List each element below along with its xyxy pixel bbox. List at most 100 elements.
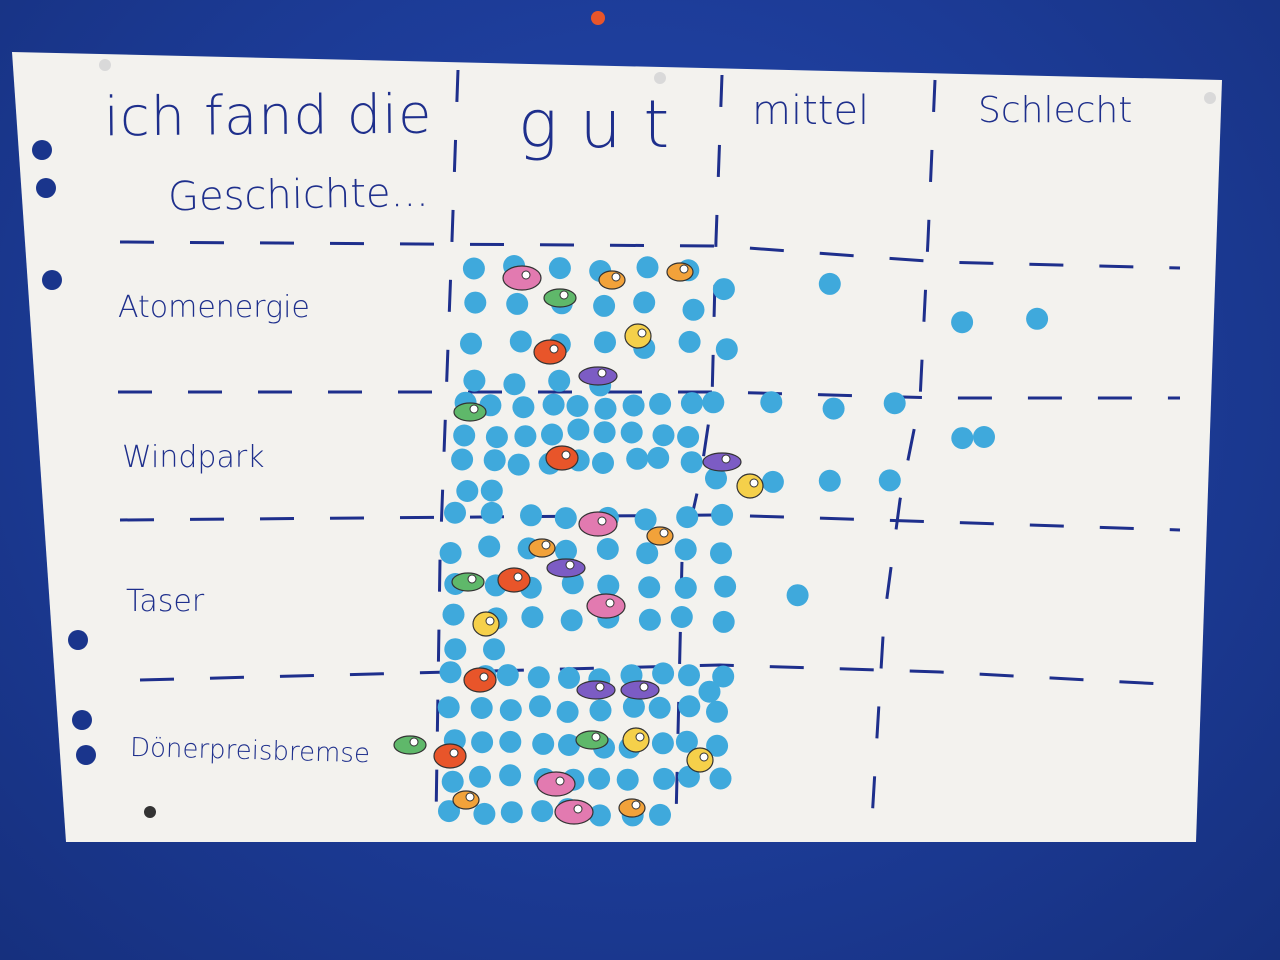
vote-dot bbox=[818, 272, 841, 295]
column-separators bbox=[434, 69, 937, 821]
vote-dot bbox=[554, 507, 577, 530]
vote-dot bbox=[760, 391, 783, 414]
vote-dot bbox=[698, 680, 721, 703]
vote-dot bbox=[714, 575, 737, 598]
vote-dot bbox=[677, 426, 700, 448]
space-sticker bbox=[575, 730, 609, 750]
space-sticker bbox=[543, 288, 577, 308]
vote-dot bbox=[588, 767, 611, 790]
vote-dot bbox=[593, 294, 616, 317]
space-sticker bbox=[624, 323, 652, 349]
row-label-doenerpreisbremse: Dönerpreisbremse bbox=[129, 732, 371, 770]
row-separators bbox=[118, 240, 1181, 687]
vote-dot bbox=[589, 699, 612, 722]
vote-dot bbox=[636, 542, 659, 565]
vote-dot bbox=[597, 574, 620, 597]
vote-dot bbox=[786, 584, 809, 607]
space-sticker bbox=[393, 735, 427, 755]
vote-dot bbox=[471, 731, 494, 754]
vote-dot bbox=[680, 392, 703, 415]
vote-dot bbox=[512, 396, 535, 419]
vote-dot bbox=[702, 391, 725, 414]
space-sticker bbox=[620, 680, 660, 700]
vote-dot bbox=[464, 291, 487, 314]
space-sticker bbox=[736, 473, 764, 499]
space-stickers bbox=[393, 262, 764, 825]
vote-dot bbox=[878, 469, 901, 492]
space-sticker bbox=[646, 526, 674, 546]
space-sticker bbox=[528, 538, 556, 558]
space-sticker bbox=[452, 790, 480, 810]
vote-dot bbox=[439, 661, 462, 684]
space-sticker bbox=[554, 799, 594, 825]
vote-dot bbox=[822, 397, 845, 420]
vote-dot bbox=[439, 542, 462, 564]
space-sticker bbox=[463, 667, 497, 693]
poster-paper bbox=[12, 52, 1222, 842]
vote-dot bbox=[706, 700, 728, 723]
vote-dot bbox=[715, 338, 738, 361]
vote-dot bbox=[712, 610, 735, 633]
vote-dot bbox=[514, 425, 537, 448]
space-sticker bbox=[545, 445, 579, 471]
vote-dot bbox=[499, 730, 522, 753]
punch-holes bbox=[32, 140, 96, 765]
vote-dot bbox=[682, 298, 705, 321]
vote-dot bbox=[712, 278, 735, 301]
vote-dot bbox=[485, 426, 508, 449]
vote-dot bbox=[593, 421, 616, 444]
vote-dot bbox=[678, 330, 701, 353]
vote-dot bbox=[626, 447, 649, 470]
vote-dot bbox=[622, 394, 645, 417]
vote-dot bbox=[818, 469, 841, 492]
vote-dot bbox=[652, 662, 675, 685]
space-sticker bbox=[533, 339, 567, 365]
vote-dot bbox=[647, 446, 670, 469]
vote-dot bbox=[634, 508, 657, 531]
vote-dot bbox=[670, 606, 693, 628]
vote-dot bbox=[711, 503, 734, 526]
vote-dot bbox=[675, 730, 698, 753]
vote-dot bbox=[651, 732, 674, 755]
vote-dot bbox=[532, 732, 555, 755]
vote-dot bbox=[951, 311, 974, 334]
vote-dot bbox=[678, 664, 700, 687]
vote-dot bbox=[588, 804, 611, 827]
row-label-taser: Taser bbox=[126, 584, 205, 619]
space-sticker bbox=[453, 402, 487, 422]
vote-dot bbox=[444, 638, 467, 661]
space-sticker bbox=[578, 511, 618, 537]
vote-dot bbox=[520, 504, 542, 527]
vote-dot bbox=[638, 608, 661, 631]
vote-dot bbox=[706, 734, 729, 757]
vote-dot bbox=[556, 700, 579, 723]
vote-dot bbox=[594, 331, 616, 354]
vote-dot bbox=[636, 256, 659, 279]
vote-dot bbox=[473, 802, 496, 825]
vote-dot bbox=[527, 666, 550, 689]
vote-dot bbox=[462, 257, 485, 280]
space-sticker bbox=[702, 452, 742, 472]
space-sticker bbox=[686, 747, 714, 773]
vote-dot bbox=[620, 421, 643, 444]
vote-dot bbox=[710, 542, 732, 565]
space-sticker bbox=[666, 262, 694, 282]
vote-dot bbox=[451, 448, 474, 471]
vote-dot bbox=[478, 535, 501, 558]
vote-dot bbox=[560, 609, 583, 632]
vote-dot bbox=[541, 423, 563, 446]
vote-dot bbox=[521, 606, 544, 629]
vote-dot bbox=[480, 479, 503, 502]
vote-dot bbox=[558, 734, 580, 756]
vote-dot bbox=[503, 373, 526, 396]
vote-dot bbox=[506, 292, 529, 315]
vote-dot bbox=[633, 291, 656, 314]
row-label-atomenergie: Atomenergie bbox=[118, 290, 310, 325]
vote-dot bbox=[653, 767, 676, 790]
vote-dot bbox=[441, 770, 464, 793]
vote-dot bbox=[469, 765, 491, 788]
space-sticker bbox=[536, 771, 576, 797]
vote-dot bbox=[496, 664, 519, 687]
title-line-2: Geschichte... bbox=[167, 169, 430, 221]
